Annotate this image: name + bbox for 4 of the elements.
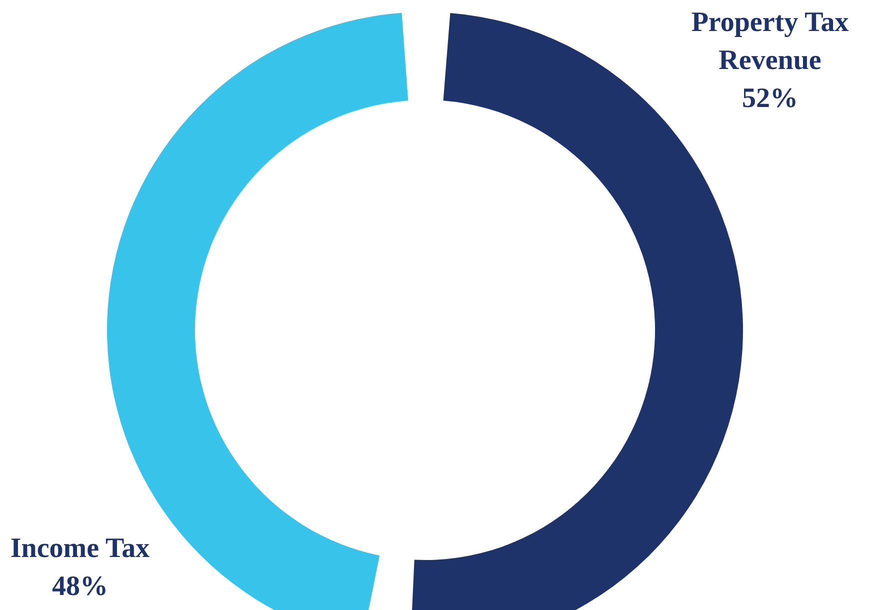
slice-label: Property Tax Revenue <box>691 6 849 76</box>
data-label: 52% <box>742 82 798 114</box>
slice-label: Income Tax <box>10 533 150 564</box>
data-label: 48% <box>52 571 108 602</box>
